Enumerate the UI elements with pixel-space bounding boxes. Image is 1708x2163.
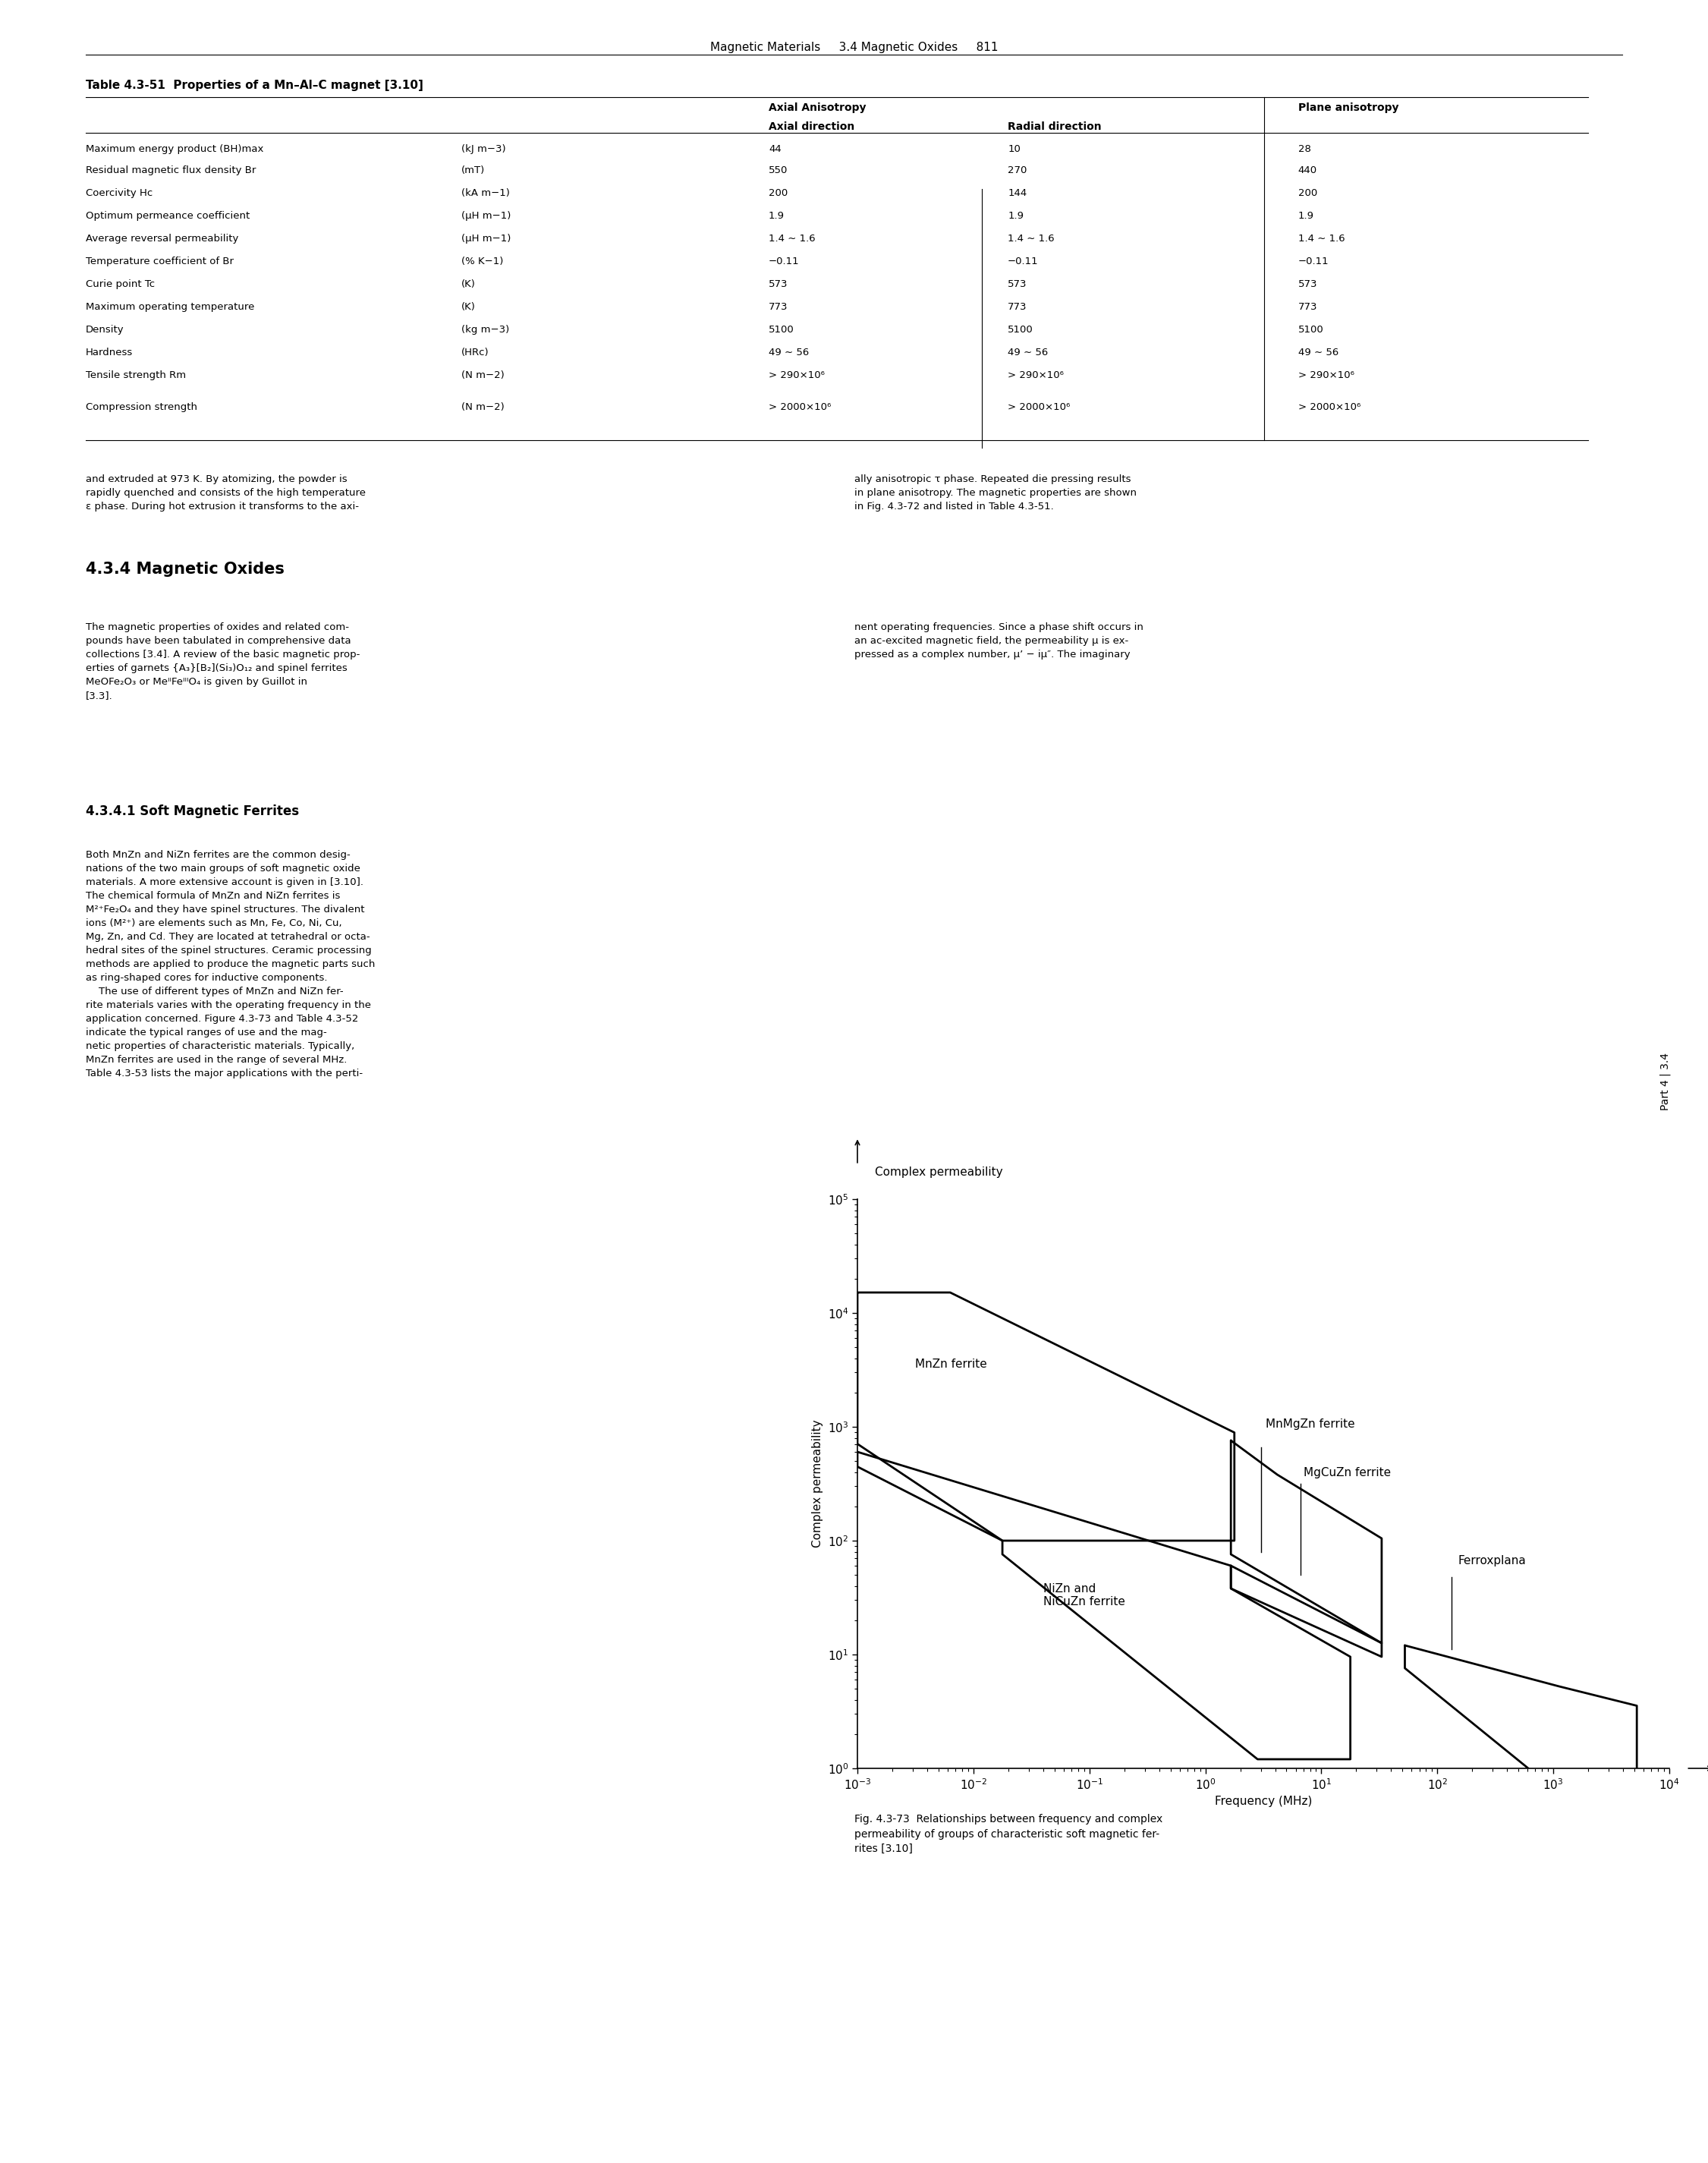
Text: Residual magnetic flux density Br: Residual magnetic flux density Br — [85, 164, 256, 175]
Text: Compression strength: Compression strength — [85, 402, 196, 413]
Text: ally anisotropic τ phase. Repeated die pressing results
in plane anisotropy. The: ally anisotropic τ phase. Repeated die p… — [854, 474, 1136, 510]
Text: 1.4 ∼ 1.6: 1.4 ∼ 1.6 — [1298, 234, 1344, 244]
Text: Part 4 | 3.4: Part 4 | 3.4 — [1660, 1053, 1670, 1110]
Text: 49 ∼ 56: 49 ∼ 56 — [1298, 348, 1339, 357]
Text: (K): (K) — [461, 303, 475, 311]
Text: 773: 773 — [769, 303, 787, 311]
Text: (kJ m−3): (kJ m−3) — [461, 145, 506, 154]
Text: 200: 200 — [1298, 188, 1317, 199]
Text: 49 ∼ 56: 49 ∼ 56 — [769, 348, 810, 357]
Text: 773: 773 — [1298, 303, 1317, 311]
Text: Density: Density — [85, 324, 123, 335]
Text: (kg m−3): (kg m−3) — [461, 324, 509, 335]
Text: 44: 44 — [769, 145, 781, 154]
X-axis label: Frequency (MHz): Frequency (MHz) — [1214, 1795, 1312, 1806]
Text: 5100: 5100 — [1008, 324, 1033, 335]
Text: Plane anisotropy: Plane anisotropy — [1298, 102, 1399, 112]
Text: 1.9: 1.9 — [1298, 212, 1313, 221]
Text: (kA m−1): (kA m−1) — [461, 188, 509, 199]
Text: (% K−1): (% K−1) — [461, 257, 504, 266]
Text: 573: 573 — [1298, 279, 1317, 290]
Text: Maximum energy product (BH)max: Maximum energy product (BH)max — [85, 145, 263, 154]
Text: > 2000×10⁶: > 2000×10⁶ — [769, 402, 832, 413]
Text: (N m−2): (N m−2) — [461, 402, 504, 413]
Text: 550: 550 — [769, 164, 787, 175]
Text: 1.9: 1.9 — [1008, 212, 1023, 221]
Text: −0.11: −0.11 — [769, 257, 799, 266]
Text: 200: 200 — [769, 188, 787, 199]
Text: > 290×10⁶: > 290×10⁶ — [769, 370, 825, 381]
Text: Maximum operating temperature: Maximum operating temperature — [85, 303, 254, 311]
Text: (mT): (mT) — [461, 164, 485, 175]
Text: and extruded at 973 K. By atomizing, the powder is
rapidly quenched and consists: and extruded at 973 K. By atomizing, the… — [85, 474, 366, 510]
Text: 28: 28 — [1298, 145, 1310, 154]
Text: Curie point Tc: Curie point Tc — [85, 279, 154, 290]
Text: Table 4.3-51  Properties of a Mn–Al–C magnet [3.10]: Table 4.3-51 Properties of a Mn–Al–C mag… — [85, 80, 424, 91]
Text: The magnetic properties of oxides and related com-
pounds have been tabulated in: The magnetic properties of oxides and re… — [85, 623, 360, 701]
Text: 10: 10 — [1008, 145, 1020, 154]
Text: Both MnZn and NiZn ferrites are the common desig-
nations of the two main groups: Both MnZn and NiZn ferrites are the comm… — [85, 850, 374, 1079]
Y-axis label: Complex permeability: Complex permeability — [811, 1419, 823, 1549]
Text: (μH m−1): (μH m−1) — [461, 212, 511, 221]
Text: 5100: 5100 — [1298, 324, 1324, 335]
Text: −0.11: −0.11 — [1298, 257, 1329, 266]
Text: Magnetic Materials     3.4 Magnetic Oxides     811: Magnetic Materials 3.4 Magnetic Oxides 8… — [711, 41, 997, 54]
Text: 49 ∼ 56: 49 ∼ 56 — [1008, 348, 1049, 357]
Text: MnZn ferrite: MnZn ferrite — [915, 1358, 987, 1369]
Text: Optimum permeance coefficient: Optimum permeance coefficient — [85, 212, 249, 221]
Text: Average reversal permeability: Average reversal permeability — [85, 234, 237, 244]
Text: 1.4 ∼ 1.6: 1.4 ∼ 1.6 — [769, 234, 815, 244]
Text: 270: 270 — [1008, 164, 1027, 175]
Text: (K): (K) — [461, 279, 475, 290]
Text: 5100: 5100 — [769, 324, 794, 335]
Text: NiZn and
NiCuZn ferrite: NiZn and NiCuZn ferrite — [1044, 1583, 1126, 1607]
Text: Fig. 4.3-73  Relationships between frequency and complex
permeability of groups : Fig. 4.3-73 Relationships between freque… — [854, 1815, 1161, 1854]
Text: 773: 773 — [1008, 303, 1027, 311]
Text: (N m−2): (N m−2) — [461, 370, 504, 381]
Text: > 2000×10⁶: > 2000×10⁶ — [1298, 402, 1361, 413]
Text: (HRc): (HRc) — [461, 348, 488, 357]
Text: MnMgZn ferrite: MnMgZn ferrite — [1266, 1419, 1354, 1430]
Text: Complex permeability: Complex permeability — [874, 1166, 1003, 1177]
Text: 1.4 ∼ 1.6: 1.4 ∼ 1.6 — [1008, 234, 1054, 244]
Text: Tensile strength Rm: Tensile strength Rm — [85, 370, 186, 381]
Text: Coercivity Hc: Coercivity Hc — [85, 188, 152, 199]
Text: Temperature coefficient of Br: Temperature coefficient of Br — [85, 257, 234, 266]
Text: > 2000×10⁶: > 2000×10⁶ — [1008, 402, 1071, 413]
Text: > 290×10⁶: > 290×10⁶ — [1298, 370, 1354, 381]
Text: 573: 573 — [769, 279, 787, 290]
Text: 4.3.4.1 Soft Magnetic Ferrites: 4.3.4.1 Soft Magnetic Ferrites — [85, 805, 299, 818]
Text: Ferroxplana: Ferroxplana — [1459, 1555, 1527, 1566]
Text: 4.3.4 Magnetic Oxides: 4.3.4 Magnetic Oxides — [85, 562, 284, 578]
Text: Axial direction: Axial direction — [769, 121, 854, 132]
Text: nent operating frequencies. Since a phase shift occurs in
an ac-excited magnetic: nent operating frequencies. Since a phas… — [854, 623, 1143, 660]
Text: 144: 144 — [1008, 188, 1027, 199]
Text: (μH m−1): (μH m−1) — [461, 234, 511, 244]
Text: 573: 573 — [1008, 279, 1027, 290]
Text: > 290×10⁶: > 290×10⁶ — [1008, 370, 1064, 381]
Text: MgCuZn ferrite: MgCuZn ferrite — [1303, 1467, 1392, 1477]
Text: 440: 440 — [1298, 164, 1317, 175]
Text: −0.11: −0.11 — [1008, 257, 1038, 266]
Text: 1.9: 1.9 — [769, 212, 784, 221]
Text: Radial direction: Radial direction — [1008, 121, 1102, 132]
Text: Axial Anisotropy: Axial Anisotropy — [769, 102, 866, 112]
Text: Hardness: Hardness — [85, 348, 133, 357]
